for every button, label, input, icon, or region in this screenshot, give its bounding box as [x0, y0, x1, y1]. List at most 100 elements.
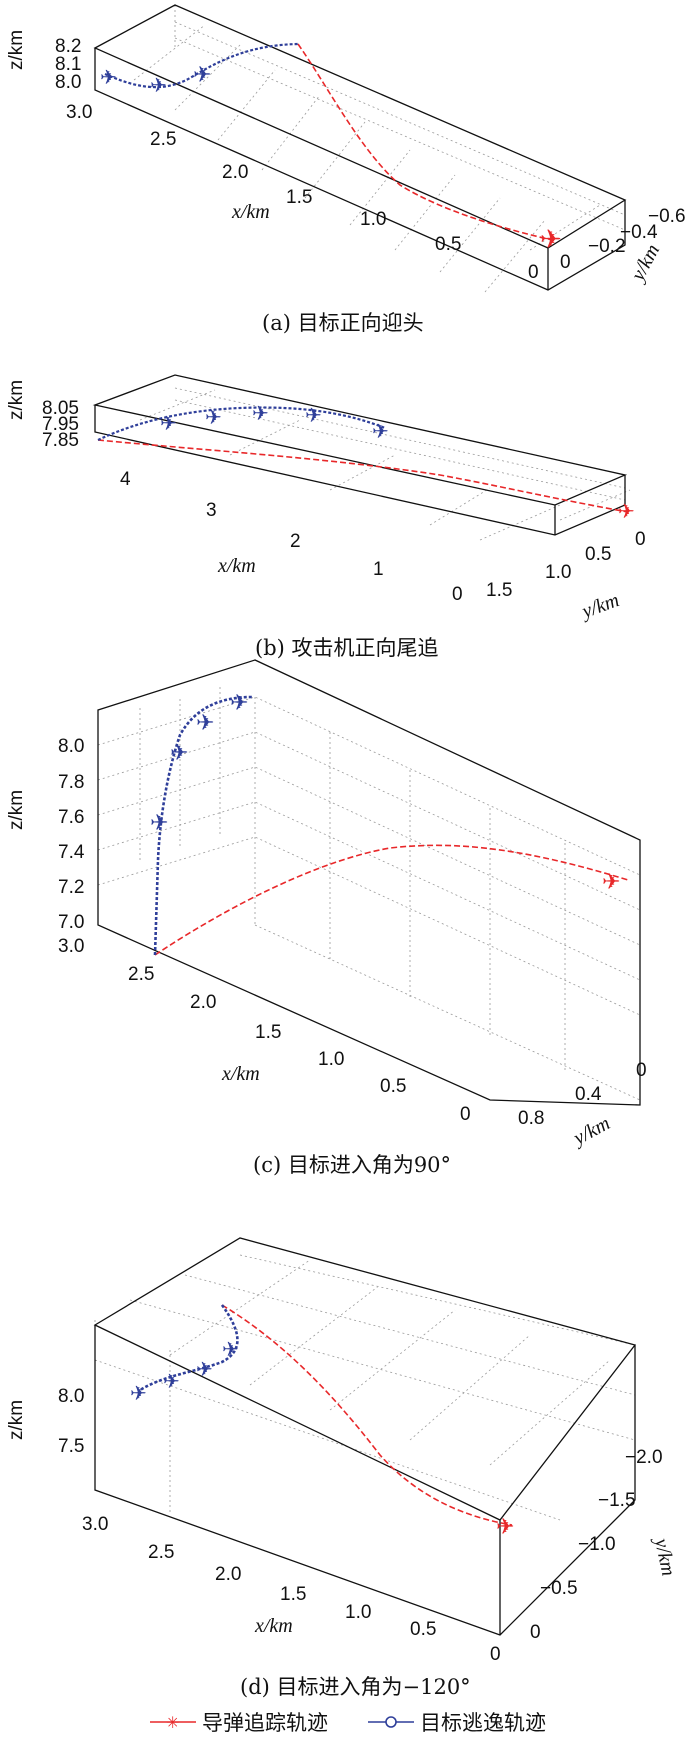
panel-a-xtick-7: 0	[528, 262, 539, 283]
panel-a-missile-plane-icon: ✈	[540, 225, 562, 255]
panel-c-missile-line	[154, 844, 629, 956]
panel-b-missile-plane-icon: ✈	[618, 499, 635, 523]
panel-d-xtick-7: 0	[490, 1644, 501, 1665]
panel-b-ylabel: y/km	[577, 589, 622, 623]
panel-c-xtick-2: 2.5	[128, 964, 154, 985]
panel-c-target-plane-icon-3: ✈	[196, 711, 214, 736]
panel-c-xtick-6: 0.5	[380, 1076, 406, 1097]
panel-a-xtick-4: 1.5	[286, 187, 312, 208]
panel-c-ztick-6: 8.0	[58, 736, 84, 757]
panel-d-target-plane-icon-2: ✈	[163, 1369, 180, 1393]
panel-a-xlabel: x/km	[231, 201, 270, 223]
panel-d-ztick-2: 8.0	[58, 1386, 84, 1407]
panel-b-ytick-1: 1.5	[486, 580, 512, 601]
panel-a: z/km 8.2 8.1 8.0 3.0 2.5 2.0 1.5 1.0 0.5…	[6, 4, 686, 335]
panel-c-ztick-5: 7.8	[58, 772, 84, 793]
panel-c-xtick-4: 1.5	[255, 1022, 281, 1043]
panel-c-ztick-1: 7.0	[58, 912, 84, 933]
panel-b-missile-line	[97, 439, 629, 513]
panel-d-xtick-6: 0.5	[410, 1619, 436, 1640]
panel-d-target-plane-icon-1: ✈	[130, 1381, 147, 1405]
panel-c-ztick-3: 7.4	[58, 842, 85, 863]
panel-c-ytick-3: 0	[636, 1060, 647, 1081]
panel-d-ztick-1: 7.5	[58, 1436, 84, 1457]
panel-d-xtick-4: 1.5	[280, 1584, 306, 1605]
panel-d-ytick-2: −0.5	[540, 1578, 578, 1599]
panel-a-xtick-1: 3.0	[66, 102, 92, 123]
panel-c-ytick-2: 0.4	[575, 1084, 602, 1105]
panel-c-ylabel: y/km	[568, 1112, 613, 1150]
panel-d-target-line	[139, 1304, 239, 1392]
panel-b-ytick-2: 1.0	[545, 562, 571, 583]
panel-b-xtick-1: 4	[120, 469, 131, 490]
panel-b-target-plane-icon-2: ✈	[205, 405, 222, 429]
panel-c-target-plane-icon-2: ✈	[170, 741, 188, 766]
panel-a-xtick-5: 1.0	[360, 209, 386, 230]
panel-d-xtick-1: 3.0	[82, 1514, 108, 1535]
panel-c-target-plane-icon-1: ✈	[150, 811, 168, 836]
panel-b-target-plane-icon-3: ✈	[252, 401, 269, 425]
panel-b-xlabel: x/km	[217, 555, 256, 577]
panel-d: z/km 8.0 7.5 3.0 2.5 2.0 1.5 1.0 0.5 0 x…	[6, 1237, 680, 1699]
panel-d-xtick-5: 1.0	[345, 1602, 371, 1623]
panel-a-ytick-3: −0.4	[620, 222, 658, 243]
panel-b-xtick-2: 3	[206, 500, 217, 521]
panel-c-target-line	[153, 695, 253, 956]
panel-a-ztick-2: 8.1	[55, 54, 81, 75]
panel-b-ytick-3: 0.5	[585, 544, 611, 565]
panel-b-xtick-3: 2	[290, 531, 301, 552]
panel-c-grid	[97, 684, 641, 1101]
panel-a-target-plane-icon-1: ✈	[100, 65, 117, 89]
panel-b: z/km 8.05 7.95 7.85 4 3 2 1 0 x/km 1.5 1…	[6, 374, 646, 660]
panel-d-ytick-1: 0	[530, 1622, 541, 1643]
panel-b-xtick-5: 0	[452, 584, 463, 605]
panel-c-xtick-7: 0	[460, 1104, 471, 1125]
panel-a-xtick-3: 2.0	[222, 162, 248, 183]
panel-d-caption: (d) 目标进入角为−120°	[240, 1675, 471, 1699]
panel-b-caption: (b) 攻击机正向尾追	[255, 636, 439, 660]
panel-c-missile-plane-icon: ✈	[602, 870, 620, 895]
legend-target-label: 目标逃逸轨迹	[420, 1711, 546, 1735]
panel-c-ztick-2: 7.2	[58, 877, 84, 898]
panel-a-xtick-2: 2.5	[150, 129, 176, 150]
legend-target-circle-icon	[385, 1716, 397, 1728]
panel-b-ztick-1: 7.85	[42, 430, 79, 451]
panel-c-box	[97, 659, 641, 1106]
panel-c-xtick-5: 1.0	[318, 1049, 344, 1070]
panel-d-box	[93, 1237, 637, 1636]
panel-d-target-plane-icon-3: ✈	[196, 1357, 213, 1381]
panel-b-ytick-4: 0	[635, 529, 646, 550]
legend-missile-label: 导弹追踪轨迹	[202, 1711, 328, 1735]
panel-a-target-plane-icon-3: ✈	[193, 63, 211, 88]
panel-b-target-plane-icon-1: ✈	[160, 411, 177, 435]
panel-b-ztick-3: 8.05	[42, 398, 79, 419]
panel-d-missile-line	[221, 1304, 513, 1526]
panel-b-target-line	[97, 406, 386, 441]
panel-a-caption: (a) 目标正向迎头	[262, 311, 424, 335]
panel-d-ytick-3: −1.0	[578, 1534, 616, 1555]
panel-a-ztick-1: 8.0	[55, 72, 81, 93]
panel-b-zlabel: z/km	[6, 380, 27, 420]
panel-d-ylabel: y/km	[650, 1535, 680, 1578]
panel-a-zlabel: z/km	[6, 30, 27, 70]
panel-b-target-plane-icon-5: ✈	[372, 419, 389, 443]
panel-d-ytick-4: −1.5	[598, 1490, 636, 1511]
panel-b-xtick-4: 1	[373, 559, 384, 580]
panel-b-target-plane-icon-4: ✈	[305, 403, 322, 427]
panel-c-caption: (c) 目标进入角为90°	[253, 1153, 451, 1177]
panel-a-ytick-1: 0	[560, 252, 571, 273]
panel-a-box	[93, 4, 627, 291]
panel-c-xtick-1: 3.0	[58, 936, 84, 957]
panel-d-grid	[94, 1237, 636, 1521]
panel-c: z/km 8.0 7.8 7.6 7.4 7.2 7.0 3.0 2.5 2.0…	[6, 659, 647, 1177]
panel-b-ztick-2: 7.95	[42, 414, 79, 435]
panel-a-ytick-2: −0.2	[588, 236, 626, 257]
panel-c-xtick-3: 2.0	[190, 992, 216, 1013]
panel-d-target-plane-icon-4: ✈	[222, 1337, 239, 1361]
panel-b-box	[92, 374, 628, 536]
legend: ✳ 导弹追踪轨迹 目标逃逸轨迹	[150, 1711, 546, 1735]
panel-c-target-plane-icon-4: ✈	[230, 691, 248, 716]
panel-d-xtick-2: 2.5	[148, 1542, 174, 1563]
panel-a-ylabel: y/km	[626, 241, 664, 286]
